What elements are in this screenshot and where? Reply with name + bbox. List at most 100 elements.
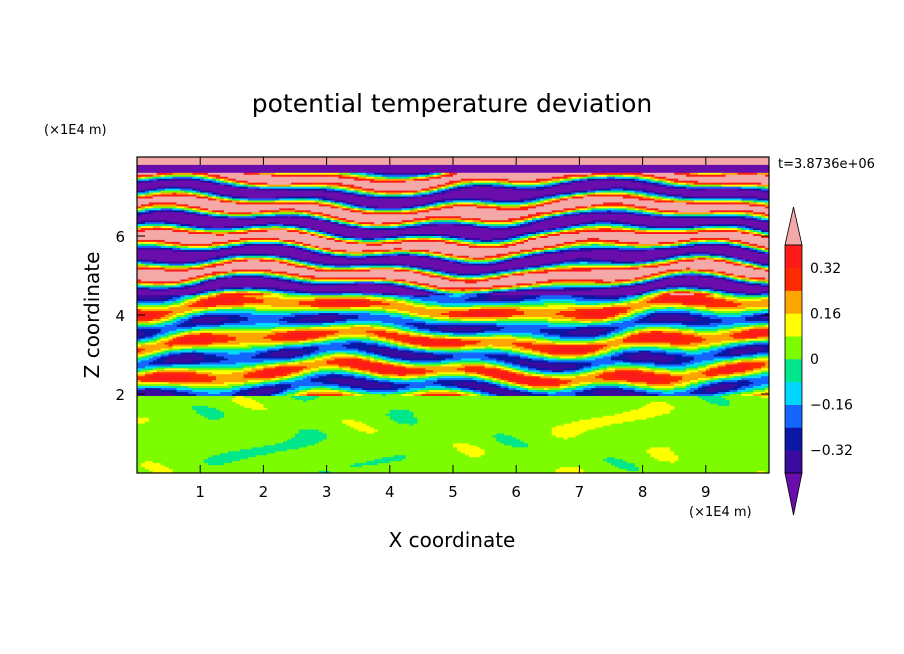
contour-cell bbox=[650, 180, 656, 184]
contour-cell bbox=[318, 376, 355, 379]
contour-cell bbox=[512, 271, 517, 275]
contour-cell bbox=[658, 178, 667, 182]
contour-cell bbox=[472, 220, 482, 223]
contour-cell bbox=[227, 293, 253, 296]
contour-cell bbox=[362, 253, 375, 257]
contour-cell bbox=[334, 239, 340, 243]
contour-cell bbox=[381, 241, 391, 245]
contour-cell bbox=[504, 350, 513, 354]
contour-cell bbox=[172, 230, 182, 233]
contour-cell bbox=[302, 243, 308, 247]
contour-cell bbox=[512, 370, 521, 373]
contour-cell bbox=[148, 356, 154, 360]
contour-cell bbox=[547, 324, 588, 328]
contour-cell bbox=[338, 313, 371, 316]
contour-cell bbox=[729, 230, 738, 233]
contour-cell bbox=[168, 287, 182, 290]
contour-cell bbox=[690, 386, 699, 389]
contour-cell bbox=[654, 388, 675, 391]
contour-cell bbox=[409, 360, 442, 364]
contour-cell bbox=[374, 427, 553, 431]
contour-cell bbox=[318, 234, 324, 237]
contour-cell bbox=[152, 226, 162, 229]
contour-cell bbox=[362, 212, 371, 215]
contour-cell bbox=[330, 206, 336, 209]
contour-cell bbox=[156, 334, 166, 338]
contour-cell bbox=[453, 332, 478, 336]
contour-cell bbox=[188, 245, 209, 249]
contour-cell bbox=[456, 447, 482, 450]
contour-cell bbox=[563, 243, 573, 247]
contour-cell bbox=[745, 293, 762, 296]
contour-cell bbox=[160, 388, 178, 391]
contour-cell bbox=[611, 364, 640, 367]
contour-cell bbox=[693, 200, 742, 204]
contour-cell bbox=[662, 214, 675, 217]
contour-cell bbox=[571, 180, 577, 184]
contour-cell bbox=[670, 245, 679, 249]
contour-cell bbox=[306, 374, 316, 377]
contour-cell bbox=[176, 204, 185, 207]
contour-cell bbox=[310, 380, 332, 383]
contour-cell bbox=[579, 419, 636, 423]
contour-cell bbox=[188, 277, 193, 281]
contour-cell bbox=[583, 368, 592, 371]
contour-cell bbox=[275, 366, 308, 369]
contour-cell bbox=[188, 318, 193, 322]
contour-cell bbox=[658, 459, 679, 462]
contour-cell bbox=[595, 386, 620, 389]
contour-cell bbox=[579, 232, 636, 235]
contour-cell bbox=[595, 226, 612, 229]
contour-cell bbox=[425, 322, 498, 326]
contour-cell bbox=[579, 214, 636, 217]
contour-cell bbox=[137, 239, 154, 243]
contour-cell bbox=[737, 263, 742, 267]
contour-cell bbox=[295, 210, 308, 213]
contour-cell bbox=[298, 259, 304, 263]
contour-cell bbox=[449, 190, 573, 194]
contour-cell bbox=[342, 322, 383, 326]
contour-cell bbox=[528, 354, 537, 358]
contour-cell bbox=[259, 372, 284, 375]
contour-cell bbox=[152, 372, 197, 375]
contour-cell bbox=[208, 340, 229, 344]
contour-cell bbox=[441, 208, 498, 211]
contour-cell bbox=[137, 469, 150, 472]
contour-cell bbox=[571, 390, 584, 393]
contour-cell bbox=[670, 295, 695, 298]
contour-cell bbox=[314, 232, 320, 235]
contour-cell bbox=[429, 285, 434, 288]
contour-cell bbox=[200, 178, 205, 182]
contour-cell bbox=[374, 188, 422, 192]
contour-cell bbox=[287, 241, 292, 245]
contour-cell bbox=[401, 267, 411, 271]
contour-cell bbox=[425, 372, 438, 375]
contour-cell bbox=[208, 299, 241, 302]
contour-cell bbox=[595, 192, 628, 196]
contour-cell bbox=[757, 249, 762, 253]
contour-cell bbox=[401, 269, 411, 273]
contour-cell bbox=[401, 328, 411, 332]
contour-cell bbox=[721, 344, 731, 348]
contour-cell bbox=[322, 218, 328, 221]
contour-cell bbox=[429, 269, 434, 273]
contour-cell bbox=[646, 224, 699, 227]
contour-cell bbox=[682, 241, 687, 245]
contour-cell bbox=[429, 172, 434, 176]
contour-cell bbox=[591, 204, 596, 207]
contour-cell bbox=[449, 291, 474, 294]
contour-cell bbox=[140, 194, 146, 198]
contour-cell bbox=[302, 374, 308, 377]
contour-cell bbox=[547, 320, 580, 324]
contour-cell bbox=[405, 228, 490, 231]
contour-cell bbox=[172, 471, 320, 473]
contour-cell bbox=[709, 269, 715, 273]
contour-cell bbox=[583, 226, 596, 229]
contour-cell bbox=[314, 297, 367, 300]
contour-cell bbox=[520, 255, 525, 259]
contour-cell bbox=[271, 352, 304, 356]
contour-cell bbox=[389, 236, 399, 239]
contour-cell bbox=[733, 356, 746, 360]
contour-cell bbox=[144, 336, 154, 340]
contour-cell bbox=[492, 392, 521, 395]
